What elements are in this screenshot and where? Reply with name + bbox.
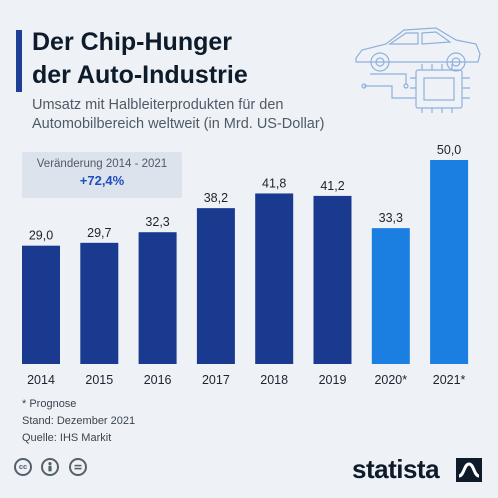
bar-value-label: 50,0: [437, 143, 461, 157]
forecast-note: * Prognose: [22, 398, 77, 410]
car-chip-illustration: [355, 27, 481, 113]
person-icon[interactable]: [41, 458, 60, 476]
bar-2020: [371, 228, 410, 364]
x-tick-label: 2018: [260, 373, 288, 387]
title-line-2: der Auto-Industrie: [32, 61, 248, 89]
bar-value-label: 29,7: [87, 226, 111, 240]
x-tick-label: 2015: [85, 373, 113, 387]
change-label: Veränderung 2014 - 2021: [36, 158, 168, 170]
x-tick-label: 2014: [27, 373, 55, 387]
bar-value-label: 38,2: [204, 191, 228, 205]
bar-2016: [138, 232, 177, 364]
statista-logo-icon[interactable]: [456, 458, 482, 482]
page-title: Der Chip-Hunger der Auto-Industrie: [32, 26, 332, 92]
x-tick-label: 2021*: [433, 373, 466, 387]
subtitle-line-1: Umsatz mit Halbleiterprodukten für den: [32, 97, 284, 113]
cc-icon[interactable]: cc: [14, 458, 32, 476]
statista-wordmark[interactable]: statista: [352, 454, 440, 484]
subtitle: Umsatz mit Halbleiterprodukten für den A…: [32, 96, 402, 134]
bar-2014: [22, 245, 60, 364]
bar-value-label: 32,3: [145, 215, 169, 229]
x-tick-label: 2017: [202, 373, 230, 387]
change-value: +72,4%: [79, 173, 125, 188]
person-glyph: [48, 462, 53, 472]
x-tick-label: 2019: [319, 373, 347, 387]
change-box: Veränderung 2014 - 2021 +72,4%: [22, 152, 182, 198]
footer-notes: * Prognose Stand: Dezember 2021 Quelle: …: [22, 396, 135, 447]
equal-glyph: [74, 464, 82, 470]
x-tick-label: 2020*: [374, 373, 407, 387]
date-note: Stand: Dezember 2021: [22, 415, 136, 427]
subtitle-line-2: Automobilbereich weltweit (in Mrd. US-Do…: [32, 116, 325, 132]
title-accent-bar: [16, 30, 22, 92]
bar-2017: [196, 208, 235, 364]
bar-2021: [430, 160, 469, 364]
bar-2018: [255, 193, 294, 364]
license-icons: cc: [14, 458, 92, 480]
x-tick-label: 2016: [144, 373, 172, 387]
source-note: Quelle: IHS Markit: [22, 432, 112, 444]
bar-value-label: 41,2: [320, 179, 344, 193]
bar-value-label: 41,8: [262, 176, 286, 190]
bar-2019: [313, 195, 352, 364]
bar-2015: [80, 242, 119, 364]
bar-value-label: 29,0: [29, 229, 53, 243]
equal-icon[interactable]: [68, 458, 87, 476]
bar-value-label: 33,3: [379, 211, 403, 225]
title-line-1: Der Chip-Hunger: [32, 28, 232, 56]
